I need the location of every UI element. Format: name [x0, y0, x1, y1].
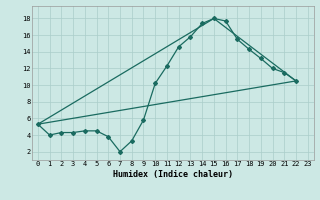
X-axis label: Humidex (Indice chaleur): Humidex (Indice chaleur)	[113, 170, 233, 179]
